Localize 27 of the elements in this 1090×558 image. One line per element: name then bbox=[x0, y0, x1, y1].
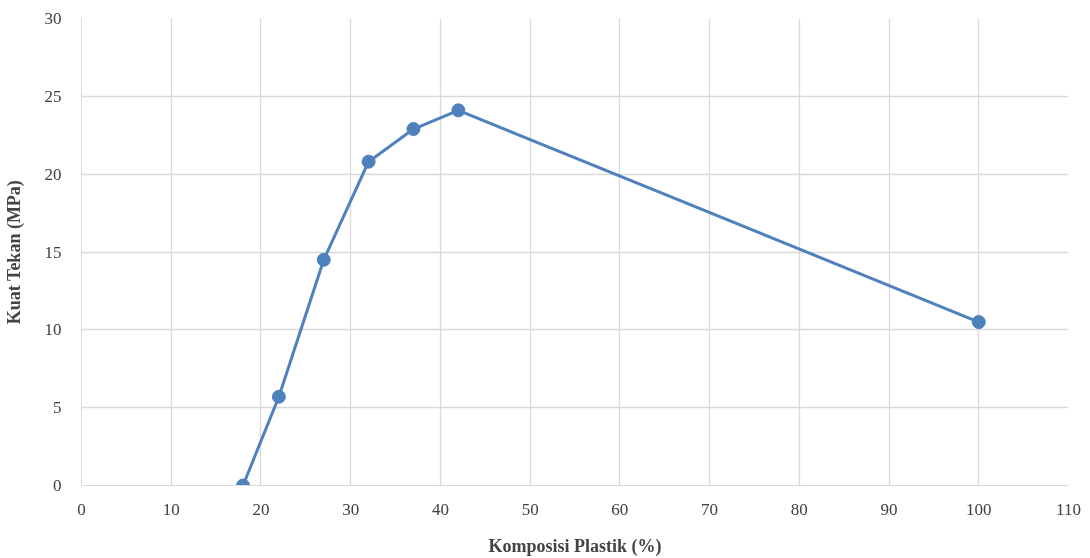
point bbox=[361, 154, 376, 169]
x-tick-label: 30 bbox=[342, 499, 360, 519]
x-tick-label: 80 bbox=[790, 499, 808, 519]
y-tick-label: 20 bbox=[44, 164, 62, 184]
y-tick-label: 10 bbox=[44, 320, 62, 340]
x-tick-label: 0 bbox=[77, 499, 86, 519]
point bbox=[406, 122, 421, 137]
y-tick-label: 15 bbox=[44, 242, 62, 262]
point bbox=[316, 252, 331, 267]
x-axis-title: Komposisi Plastik (%) bbox=[488, 535, 662, 557]
y-tick-label: 5 bbox=[53, 398, 62, 418]
x-tick-label: 40 bbox=[431, 499, 449, 519]
point bbox=[271, 389, 286, 404]
point bbox=[971, 315, 986, 330]
x-tick-label: 60 bbox=[611, 499, 629, 519]
point bbox=[451, 103, 466, 118]
y-tick-label: 25 bbox=[44, 86, 62, 106]
y-axis-title: Kuat Tekan (MPa) bbox=[3, 180, 25, 325]
x-tick-label: 20 bbox=[252, 499, 270, 519]
x-tick-label: 70 bbox=[701, 499, 719, 519]
x-tick-label: 100 bbox=[966, 499, 992, 519]
y-tick-label: 0 bbox=[53, 476, 62, 495]
x-tick-label: 10 bbox=[162, 499, 180, 519]
x-tick-label: 50 bbox=[521, 499, 539, 519]
y-tick-label: 30 bbox=[44, 9, 62, 28]
x-tick-label: 110 bbox=[1056, 499, 1081, 519]
x-tick-label: 90 bbox=[880, 499, 898, 519]
